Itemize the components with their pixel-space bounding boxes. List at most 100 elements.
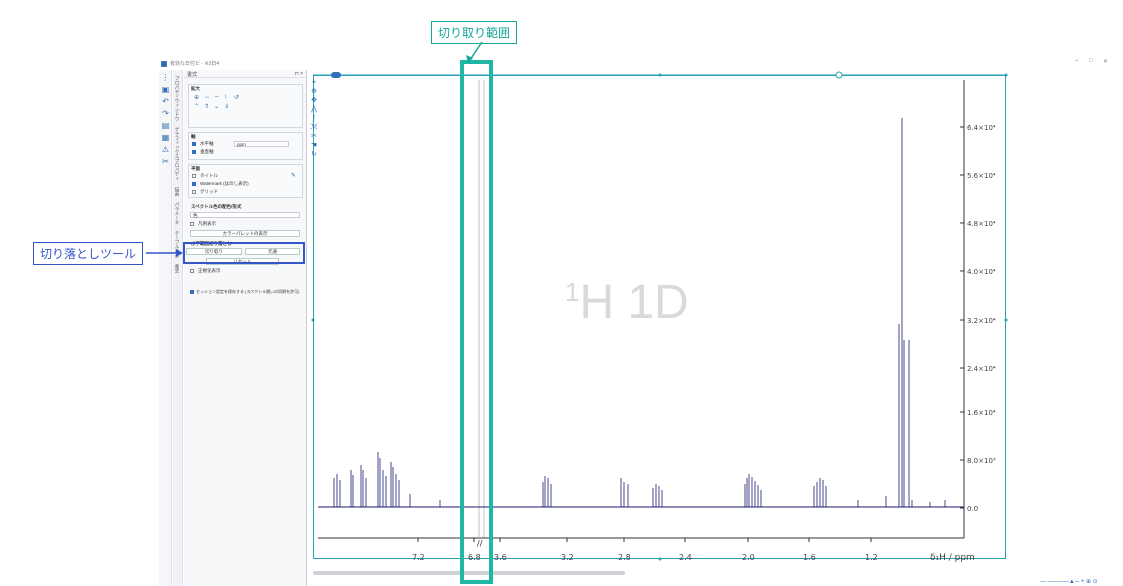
zoom-fit-icon[interactable]: ⇔ — [214, 94, 220, 100]
normalize-checkbox[interactable] — [190, 269, 194, 273]
legend-checkbox[interactable] — [190, 222, 194, 226]
zoom-section-title: 拡大 — [191, 86, 200, 91]
zoom-vertical-icon[interactable]: ↕ — [224, 94, 227, 100]
tab-table[interactable]: テーブル表示 — [175, 230, 180, 258]
color-mode-select[interactable]: 色 — [190, 212, 300, 218]
tools-icon[interactable]: ✂ — [162, 157, 169, 166]
color-palette-button[interactable]: カラーパレットの表示 — [190, 230, 300, 237]
horizontal-scrollbar[interactable] — [313, 571, 625, 575]
menu-dots-icon[interactable]: ⋮ — [161, 73, 170, 82]
title-checkbox[interactable] — [192, 174, 196, 178]
save-session-checkbox[interactable] — [190, 290, 194, 294]
selection-handle-bottom — [658, 557, 662, 561]
save-session-label: セッション設定を保存する (スペクトル間いの同期を許可) — [196, 289, 300, 294]
chart-icon[interactable]: ▦ — [161, 133, 170, 142]
zoom-slider[interactable]: — ─────▲─ + ⊕ ⊙ — [1040, 579, 1098, 585]
pointer-icon[interactable]: ⌖ — [312, 79, 316, 86]
crop-tool-highlight — [183, 242, 305, 264]
crop-tool-callout: 切り落としツール — [33, 242, 144, 265]
horizontal-axis-checkbox[interactable] — [192, 142, 196, 146]
panel-pin-icon[interactable]: ⊓ × — [294, 71, 303, 77]
vertical-axis-label: 垂直軸 — [200, 149, 214, 154]
undo-icon[interactable]: ↶ — [162, 97, 169, 106]
y-tick-label: 4.0×10⁴ — [967, 268, 996, 276]
vertical-tab-strip: プロパティウィンドウ グラフィックスプロパティ 描画 パラメータ テーブル表示 … — [173, 70, 183, 586]
x-tick-label: 1.6 — [803, 553, 816, 562]
zoom-horizontal-icon[interactable]: ↔ — [204, 94, 210, 100]
tab-parameters[interactable]: パラメータ — [175, 202, 180, 225]
x-tick-label: 2.0 — [742, 553, 755, 562]
zoom-in-icon[interactable]: ⊕ — [194, 95, 200, 101]
selection-handle-left — [331, 72, 341, 78]
peak-pick-icon[interactable]: ⋀ — [311, 106, 317, 113]
x-tick-label: 3.6 — [494, 553, 507, 562]
scale-down-icon[interactable]: ⌄ — [214, 104, 220, 110]
tab-graphics[interactable]: グラフィックスプロパティ — [175, 127, 180, 181]
reset-button[interactable]: リセット — [206, 258, 279, 265]
y-tick-label: 0.0 — [967, 505, 978, 513]
scale-down-double-icon[interactable]: ⇓ — [224, 104, 230, 110]
zoom-icon[interactable]: ⊕ — [311, 88, 317, 95]
rotate-icon[interactable]: ↻ — [311, 151, 317, 158]
multiplet-icon[interactable]: ℳ — [310, 124, 318, 131]
y-tick-label: 8.0×10³ — [967, 457, 996, 465]
y-tick-label: 1.6×10⁴ — [967, 409, 996, 417]
save-icon[interactable]: ▣ — [161, 85, 170, 94]
tab-properties[interactable]: プロパティウィンドウ — [175, 76, 180, 121]
y-tick-label: 3.2×10⁴ — [967, 317, 996, 325]
pan-icon[interactable]: ✥ — [311, 97, 317, 104]
integrate-icon[interactable]: ∫ — [313, 115, 315, 122]
spectrum-peaks — [333, 118, 946, 507]
redo-icon[interactable]: ↷ — [162, 109, 169, 118]
cut-button[interactable]: 切り取り — [186, 248, 242, 255]
y-tick-label: 6.4×10⁴ — [967, 124, 996, 132]
axis-break-icon: // — [477, 539, 483, 548]
minimize-icon[interactable]: – — [1075, 58, 1079, 64]
grid-checkbox[interactable] — [192, 190, 196, 194]
tab-drawing[interactable]: 描画 — [175, 187, 180, 196]
maximize-icon[interactable]: □ — [1089, 58, 1093, 64]
warning-icon[interactable]: ⚠ — [161, 145, 170, 154]
plane-section-title: 平面 — [191, 166, 200, 171]
axis-unit-select[interactable]: ppm — [234, 141, 289, 147]
vertical-axis-checkbox[interactable] — [192, 150, 196, 154]
watermark-option-label: Watermark (はのし表示) — [200, 181, 249, 186]
crop-range-callout: 切り取り範囲 — [431, 21, 518, 44]
axis-section-title: 軸 — [191, 134, 196, 139]
window-title: 有効な日付ビ - ※3日4 — [170, 61, 220, 67]
selection-handle-left-mid — [311, 318, 315, 322]
spectrum-colors-title: スペクトル色の配色/形式 — [191, 204, 242, 209]
format-panel: 書式 ⊓ × 拡大 ⊕ ↔ ⇔ ↕ ↺ ⌃ ⇑ ⌄ ⇓ 軸 水平軸 ppm 垂直… — [184, 70, 307, 586]
scale-up-icon[interactable]: ⌃ — [194, 104, 200, 110]
y-axis-ticks: 6.4×10⁴ 5.6×10⁴ 4.8×10⁴ 4.0×10⁴ 3.2×10⁴ 2.4×1… — [960, 124, 996, 513]
spectrum-watermark: 1H 1D — [565, 275, 689, 330]
zoom-section — [188, 84, 303, 128]
x-tick-label: 3.2 — [561, 553, 574, 562]
horizontal-axis-label: 水平軸 — [200, 141, 214, 146]
watermark-checkbox[interactable] — [192, 182, 196, 186]
app-logo-icon — [161, 60, 167, 67]
x-tick-label: 2.4 — [679, 553, 692, 562]
cut-tool-icon[interactable]: ✂ — [311, 133, 317, 140]
hand-icon[interactable]: ☚ — [310, 142, 318, 149]
scale-up-double-icon[interactable]: ⇑ — [204, 104, 210, 110]
title-option-label: タイトル — [200, 173, 218, 178]
x-tick-label: 1.2 — [865, 553, 878, 562]
display-icon[interactable]: ▤ — [161, 121, 170, 130]
plot-toolbar: ⌖ ⊕ ✥ ⋀ ∫ ℳ ✂ ☚ ↻ — [309, 78, 321, 159]
x-tick-label: 6.8 — [468, 553, 481, 562]
zoom-reset-icon[interactable]: ↺ — [234, 95, 240, 101]
title-bar: 有効な日付ビ - ※3日4 — [159, 58, 1123, 69]
y-tick-label: 4.8×10⁴ — [967, 220, 996, 228]
edit-title-icon[interactable]: ✎ — [291, 173, 297, 179]
close-icon[interactable]: ✕ — [1103, 59, 1109, 65]
legend-option-label: 凡例表示 — [198, 221, 216, 226]
left-toolbar: ⋮ ▣ ↶ ↷ ▤ ▦ ⚠ ✂ — [159, 70, 172, 586]
tab-format[interactable]: 書式 — [175, 263, 180, 273]
restore-button[interactable]: 元通 — [245, 248, 300, 255]
selection-handle-top — [658, 73, 662, 77]
x-axis-label: δ₁H / ppm — [930, 553, 975, 563]
watermark-text: H 1D — [579, 276, 689, 329]
